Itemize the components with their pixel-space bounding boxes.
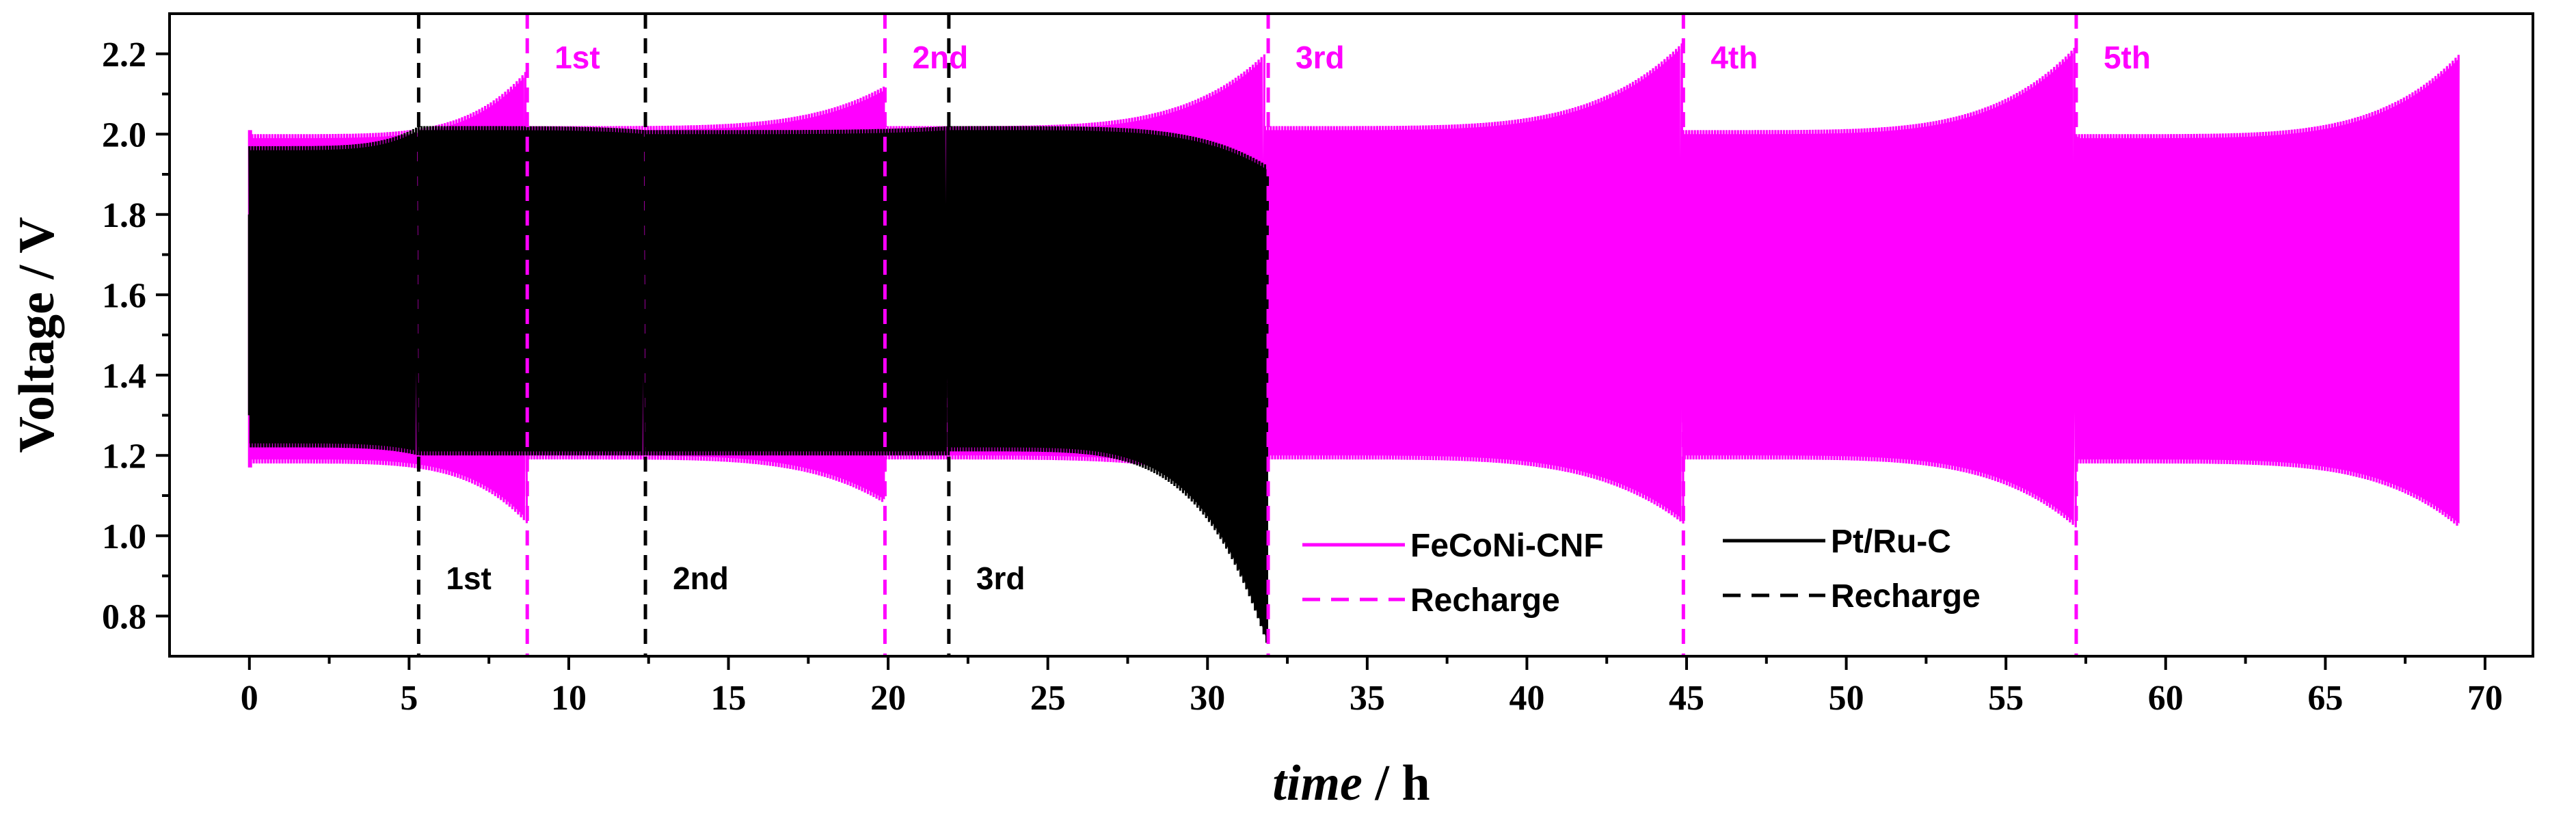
axis-ticks-layer: 0 5 10 15 20 25 30 35 40 45 50 55 60 65 70 0.8 1.0 1.2 1.4… [102,36,2503,718]
cycle-labels-layer: 1st 2nd 3rd 4th 5th 1st 2nd 3rd [446,40,2151,596]
y-tick-label-1.6: 1.6 [102,276,146,315]
x-tick-label-45: 45 [1669,679,1704,718]
cycle-label-7: 2nd [673,561,729,596]
x-tick-label-15: 15 [711,679,747,718]
cycle-label-6: 1st [446,561,491,596]
series-pt-ru-c-fill-3 [645,130,946,452]
y-tick-label-1: 1.0 [102,517,146,556]
series-pt-ru-c-fill-1 [249,132,416,451]
x-tick-label-40: 40 [1509,679,1544,718]
x-tick-label-60: 60 [2148,679,2184,718]
cycle-label-1: 1st [554,40,600,75]
x-tick-label-35: 35 [1350,679,1385,718]
cycle-label-8: 3rd [976,561,1025,596]
series-pt-ru-c-band-4 [948,126,1270,643]
y-tick-label-2.2: 2.2 [102,36,146,75]
y-tick-label-1.4: 1.4 [102,357,146,396]
y-tick-label-2: 2.0 [102,116,146,154]
cycle-label-5: 5th [2104,40,2151,75]
x-tick-label-25: 25 [1030,679,1066,718]
cycle-label-4: 4th [1710,40,1758,75]
x-tick-label-65: 65 [2307,679,2343,718]
recharge-lines-layer [416,14,2078,656]
legend-label-4: Recharge [1831,578,1981,615]
x-axis-title: time / h [1272,755,1430,811]
x-tick-label-30: 30 [1190,679,1225,718]
x-tick-label-5: 5 [400,679,418,718]
series-feconi-cnf-fill-5 [1683,53,2074,522]
x-tick-label-20: 20 [870,679,906,718]
y-tick-label-1.8: 1.8 [102,196,146,235]
series-feconi-cnf-fill-4 [1265,49,1680,517]
series-feconi-cnf-fill-6 [2076,57,2460,524]
series-pt-ru-c-fill-2 [418,130,643,452]
y-axis-title: Voltage / V [9,217,65,453]
series-pt-ru-c [247,126,1270,645]
legend-label-2: Recharge [1410,582,1560,619]
legend-label-3: Pt/Ru-C [1831,524,1951,560]
x-tick-label-50: 50 [1829,679,1864,718]
legend-label-1: FeCoNi-CNF [1410,528,1604,564]
x-tick-label-70: 70 [2467,679,2503,718]
x-axis-title-unit: / h [1363,755,1430,811]
y-tick-label-1.2: 1.2 [102,437,146,476]
x-axis-title-italic: time [1272,755,1363,811]
legend: FeCoNi-CNF Recharge Pt/Ru-C Recharge [1302,524,1981,619]
cycle-label-3: 3rd [1296,40,1345,75]
data-layer [247,43,2460,645]
x-tick-label-10: 10 [551,679,587,718]
x-tick-label-55: 55 [1988,679,2024,718]
x-tick-label-0: 0 [241,679,258,718]
y-tick-label-0.8: 0.8 [102,597,146,636]
cycle-label-2: 2nd [912,40,968,75]
series-pt-ru-c-fill-4 [948,130,1268,645]
